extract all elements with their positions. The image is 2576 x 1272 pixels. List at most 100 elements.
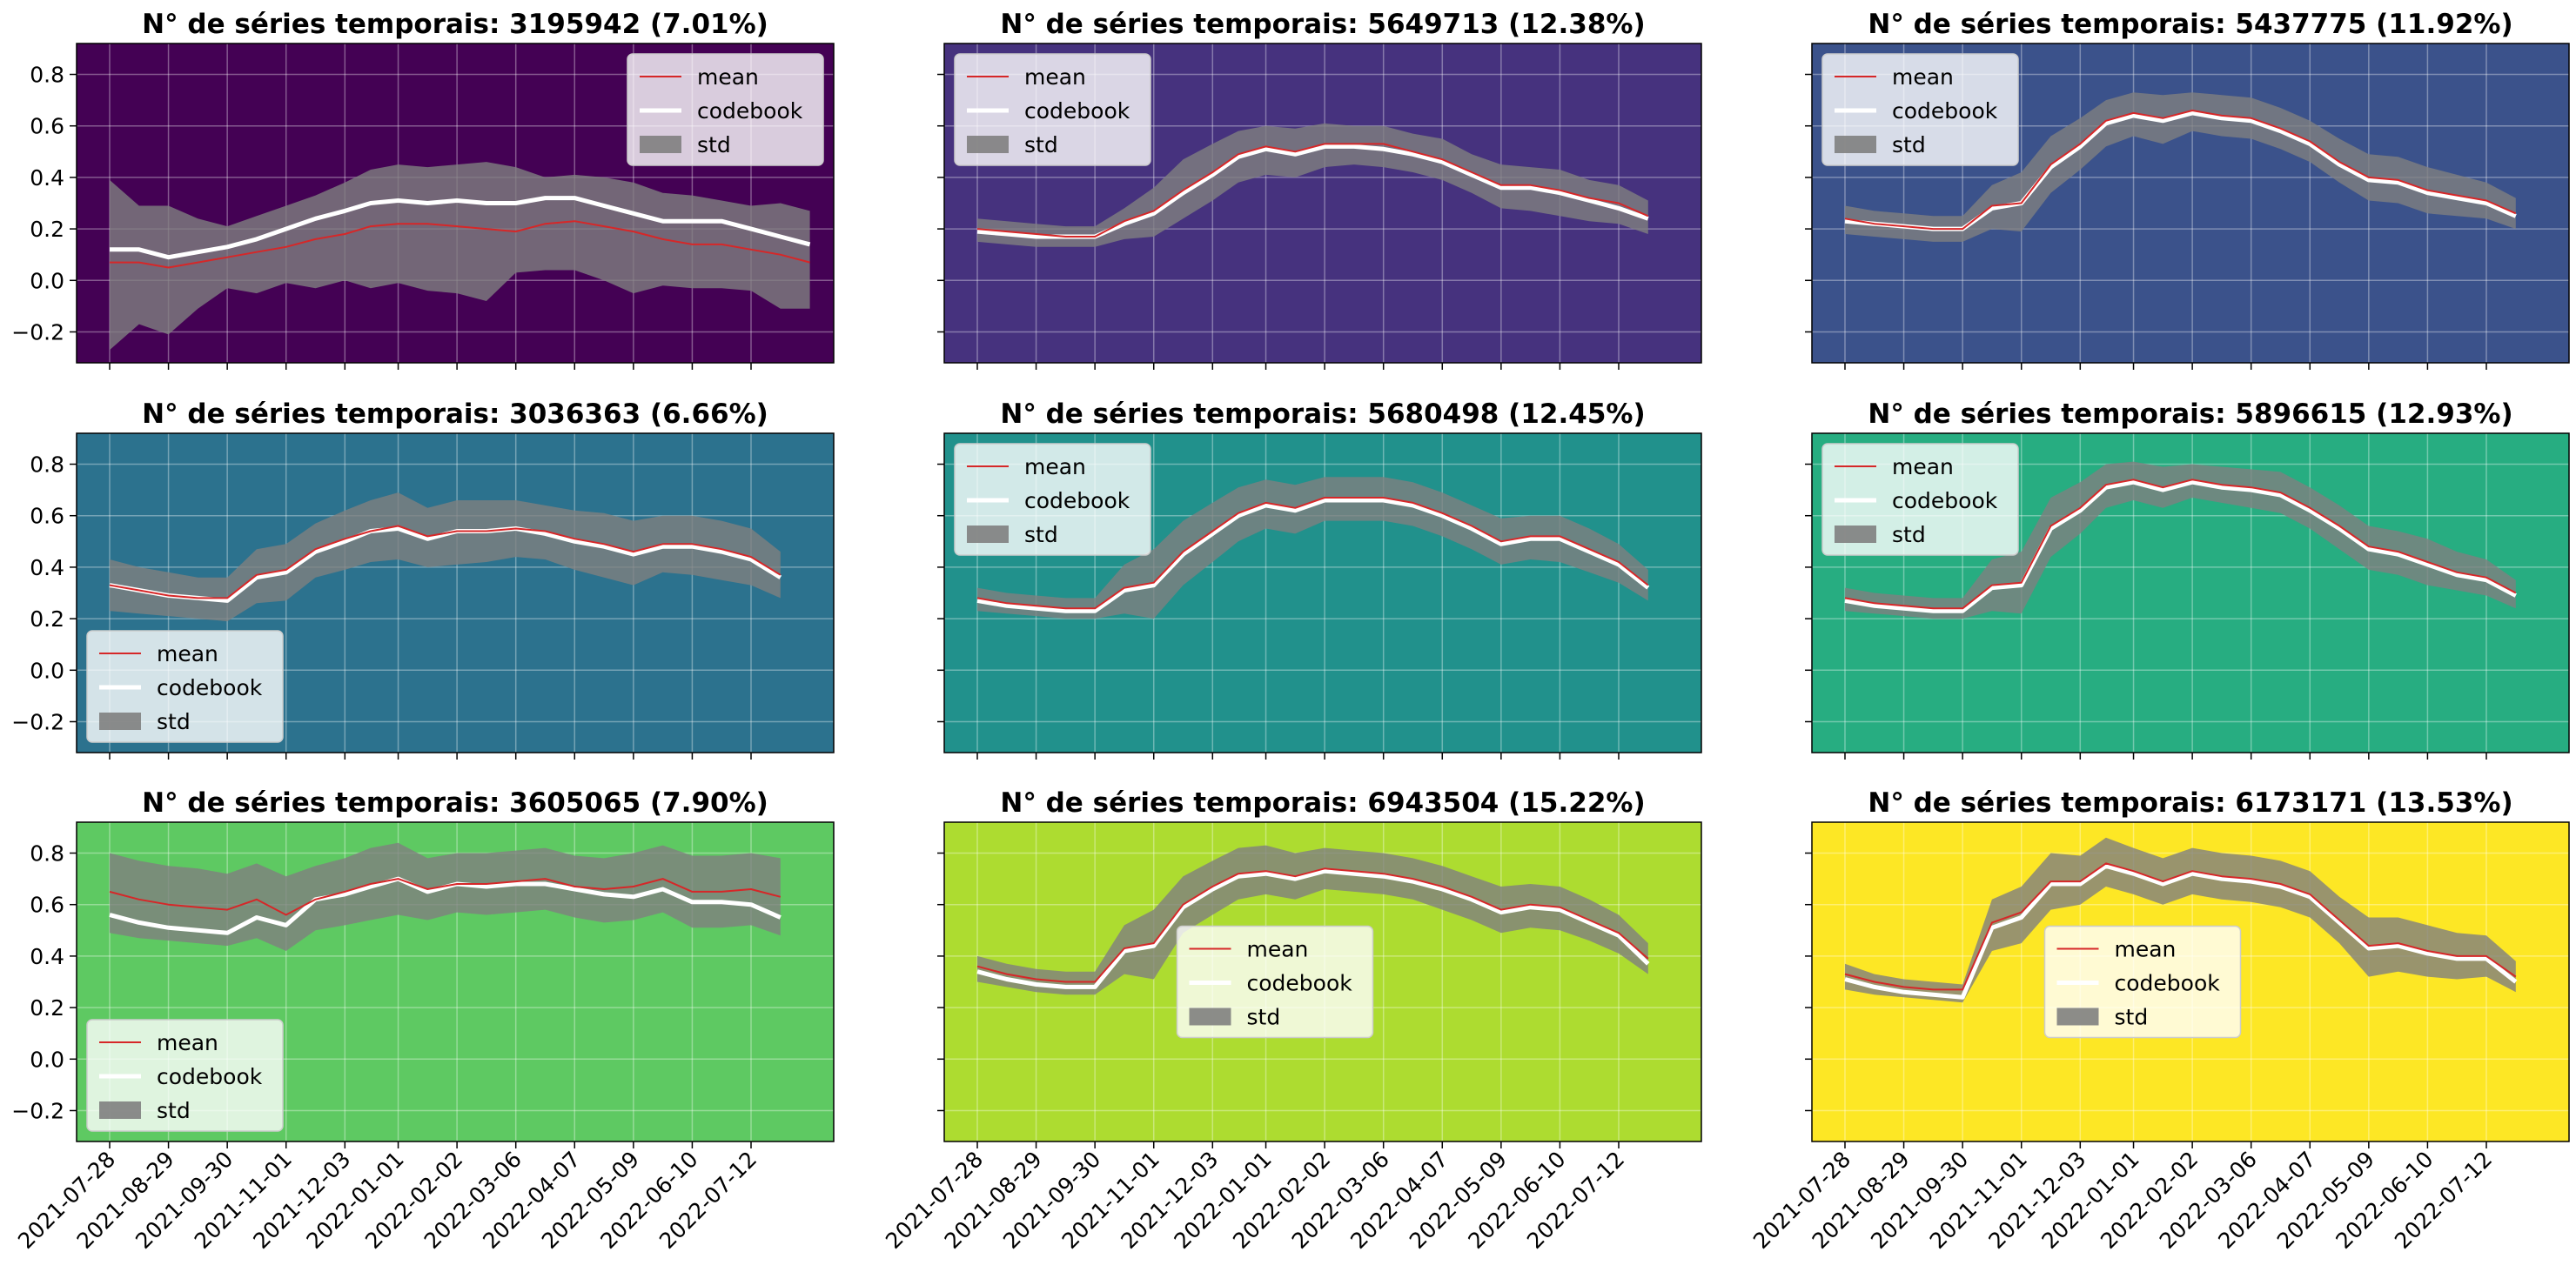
legend-swatch-std [2056, 1008, 2099, 1026]
std-band [977, 477, 1648, 619]
mean-line [976, 867, 1649, 983]
legend-label-mean: mean [157, 641, 218, 666]
mean-line [1844, 110, 2517, 231]
legend-label-codebook: codebook [1024, 488, 1130, 513]
subplot-8: 2021-07-282021-08-292021-09-302021-11-01… [881, 787, 1702, 1254]
codebook-line [110, 196, 811, 260]
y-tick-label: 0.8 [30, 452, 64, 478]
mean-line [109, 878, 782, 916]
subplot-4: 0.8 0.6 0.4 0.2 0.0 −0.2 N° de séries temporai… [11, 398, 835, 760]
y-tick-label: 0.2 [30, 995, 64, 1021]
axes-frame [943, 43, 1702, 364]
legend-label-mean: mean [157, 1030, 218, 1055]
legend-swatch-std [99, 1101, 141, 1119]
axes-frame [1811, 43, 2570, 364]
axes-frame [1811, 821, 2570, 1142]
y-tick-label: 0.0 [30, 268, 64, 293]
legend-swatch-std [967, 526, 1009, 543]
subplot-title: N° de séries temporais: 3195942 (7.01%) [142, 9, 768, 40]
y-tick-label: 0.4 [30, 165, 64, 191]
axes-frame [1811, 432, 2570, 753]
legend-label-std: std [1024, 522, 1058, 547]
y-tick-label: 0.6 [30, 114, 64, 139]
std-band [110, 492, 781, 622]
y-tick-label: 0.2 [30, 217, 64, 242]
legend-swatch-std [1835, 136, 1876, 153]
legend-label-mean: mean [1892, 454, 1954, 479]
subplot-title: N° de séries temporais: 6943504 (15.22%) [1000, 787, 1645, 819]
legend-label-std: std [1247, 1005, 1281, 1030]
mean-line [976, 497, 1649, 610]
legend-swatch-std [967, 136, 1009, 153]
std-band [1845, 837, 2516, 1003]
y-tick-label: 0.8 [30, 63, 64, 88]
subplot-title: N° de séries temporais: 5437775 (11.92%) [1868, 9, 2512, 40]
codebook-line [1844, 479, 2517, 613]
legend-label-codebook: codebook [1024, 98, 1130, 124]
y-tick-label: 0.6 [30, 504, 64, 529]
mean-line [110, 220, 810, 269]
codebook-line [109, 876, 782, 935]
legend-label-mean: mean [1024, 454, 1086, 479]
mean-line [1844, 862, 2517, 991]
axes-frame [943, 821, 1702, 1142]
y-tick-label: −0.2 [11, 319, 64, 345]
legend-label-mean: mean [1247, 937, 1309, 962]
legend-swatch-std [1189, 1008, 1231, 1026]
legend: mean codebook std [627, 53, 824, 166]
legend: mean codebook std [86, 630, 284, 743]
legend-label-codebook: codebook [1247, 971, 1353, 996]
y-tick-label: 0.8 [30, 841, 64, 867]
mean-line [976, 143, 1649, 238]
subplot-title: N° de séries temporais: 6173171 (13.53%) [1868, 787, 2512, 819]
legend-label-std: std [157, 1098, 191, 1123]
subplot-2: N° de séries temporais: 5649713 (12.38%)… [937, 9, 1702, 370]
legend-label-mean: mean [2115, 937, 2177, 962]
y-tick-label: −0.2 [11, 1098, 64, 1123]
std-band [110, 162, 810, 351]
y-tick-label: −0.2 [11, 709, 64, 734]
legend-label-codebook: codebook [2115, 971, 2221, 996]
axes-frame [76, 821, 835, 1142]
codebook-line [976, 498, 1650, 613]
legend-label-codebook: codebook [157, 675, 263, 700]
legend-label-std: std [697, 132, 731, 157]
subplot-title: N° de séries temporais: 5680498 (12.45%) [1000, 398, 1645, 430]
std-band [1845, 461, 2516, 619]
axes-frame [76, 432, 835, 753]
subplot-3: N° de séries temporais: 5437775 (11.92%)… [1805, 9, 2570, 370]
subplot-6: N° de séries temporais: 5896615 (12.93%)… [1805, 398, 2570, 760]
y-tick-label: 0.4 [30, 555, 64, 580]
y-tick-label: 0.6 [30, 893, 64, 918]
legend-swatch-std [1835, 526, 1876, 543]
legend-label-mean: mean [697, 64, 759, 90]
codebook-line [1844, 863, 2518, 1000]
legend: mean codebook std [954, 53, 1151, 166]
std-band [977, 845, 1648, 995]
legend: mean codebook std [1176, 925, 1374, 1039]
subplot-title: N° de séries temporais: 3036363 (6.66%) [142, 398, 768, 430]
legend-label-codebook: codebook [1892, 488, 1998, 513]
legend-label-std: std [1024, 132, 1058, 157]
y-tick-label: 0.0 [30, 1047, 64, 1072]
subplot-5: N° de séries temporais: 5680498 (12.45%)… [937, 398, 1702, 760]
legend-label-mean: mean [1024, 64, 1086, 90]
legend-swatch-std [99, 713, 141, 730]
legend-label-std: std [1892, 522, 1926, 547]
axes-frame [76, 43, 835, 364]
legend: mean codebook std [2043, 925, 2242, 1039]
subplot-1: 0.8 0.6 0.4 0.2 0.0 −0.2 N° de séries temporai… [11, 9, 835, 370]
legend-label-codebook: codebook [697, 98, 803, 124]
y-tick-label: 0.2 [30, 606, 64, 632]
legend-swatch-std [640, 136, 681, 153]
legend-label-std: std [2115, 1005, 2149, 1030]
subplot-7: 0.80.60.40.20.0−0.22021-07-282021-08-292… [11, 787, 835, 1254]
legend-label-mean: mean [1892, 64, 1954, 90]
codebook-line [976, 868, 1650, 989]
y-tick-label: 0.0 [30, 658, 64, 683]
mean-line [109, 525, 782, 599]
subplot-title: N° de séries temporais: 3605065 (7.90%) [142, 787, 768, 819]
legend: mean codebook std [954, 443, 1151, 556]
mean-line [1844, 479, 2517, 610]
